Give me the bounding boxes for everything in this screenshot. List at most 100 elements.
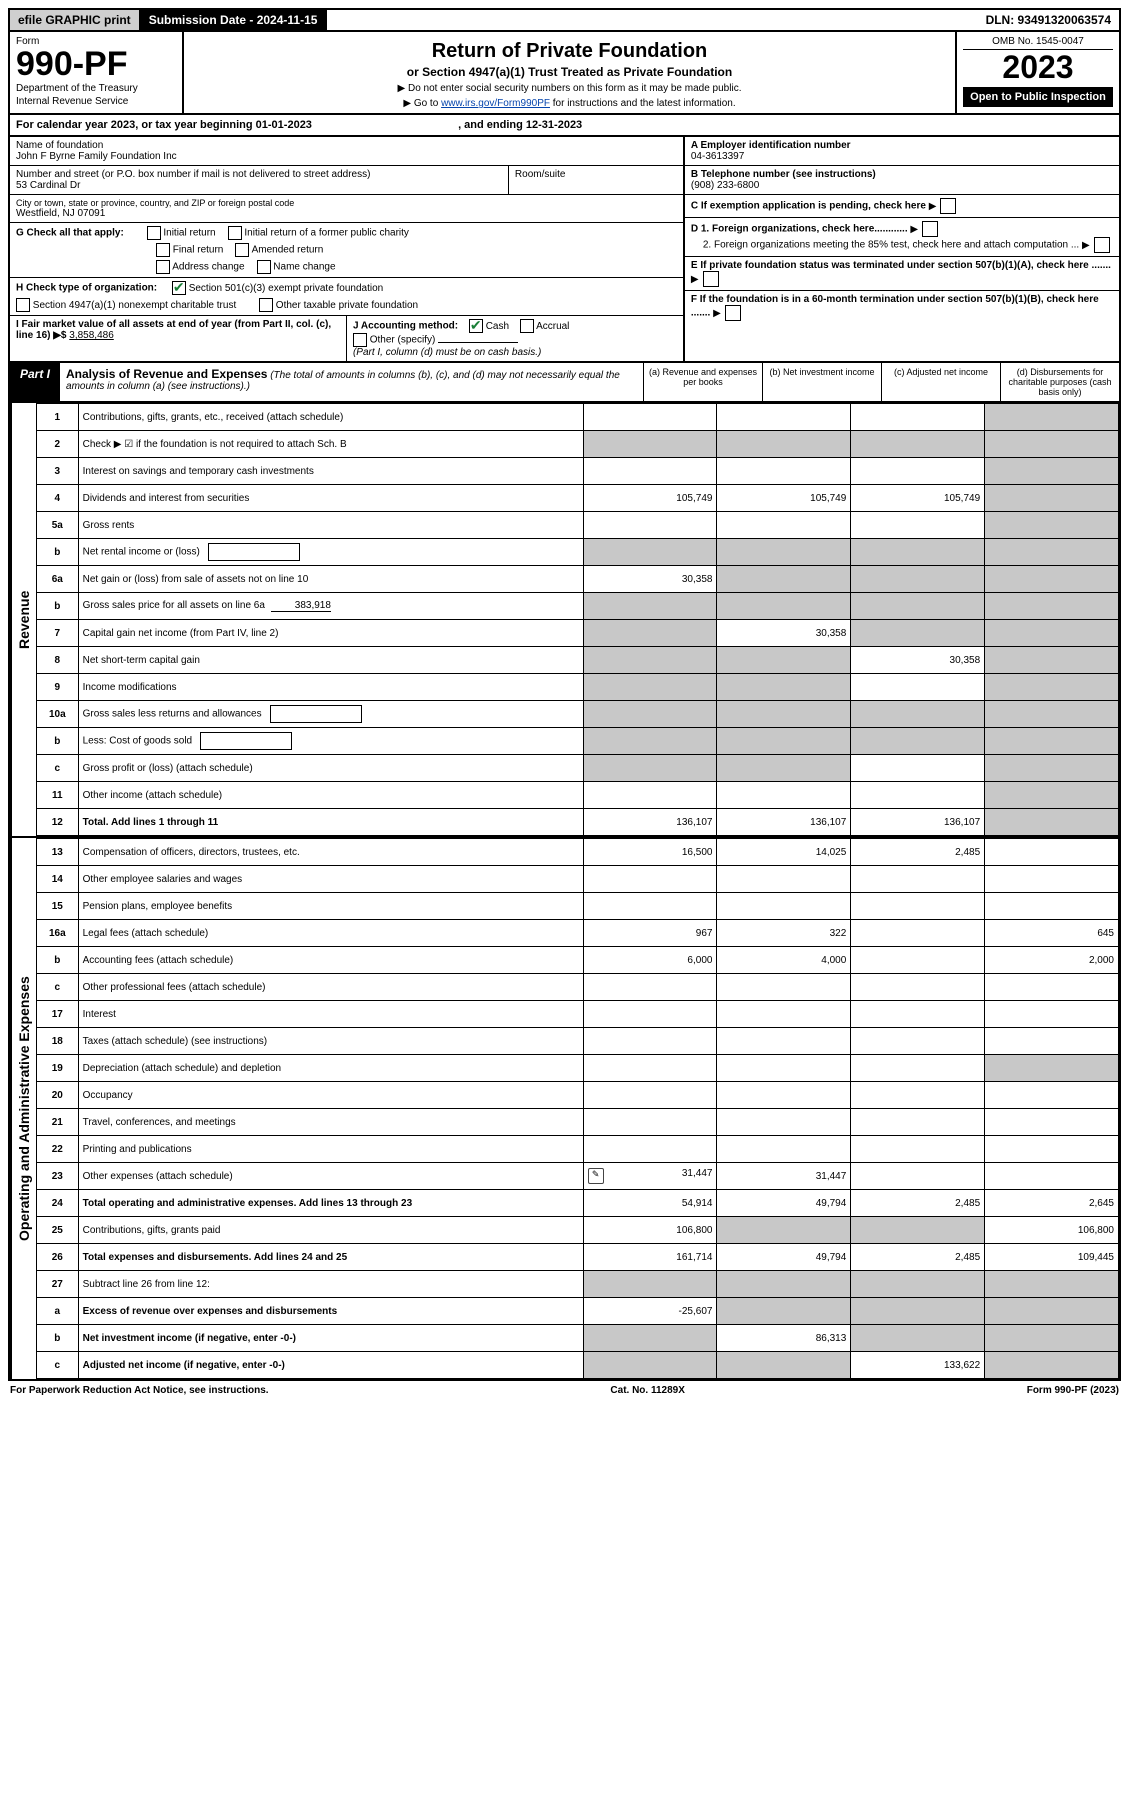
- table-row: 22Printing and publications: [37, 1136, 1119, 1163]
- form-title: Return of Private Foundation: [190, 40, 949, 63]
- revenue-side-label: Revenue: [10, 403, 36, 836]
- table-row: 1Contributions, gifts, grants, etc., rec…: [37, 404, 1119, 431]
- ein-label: A Employer identification number: [691, 140, 1113, 151]
- expenses-grid: Operating and Administrative Expenses 13…: [8, 838, 1121, 1381]
- table-row: 15Pension plans, employee benefits: [37, 893, 1119, 920]
- table-row: 23Other expenses (attach schedule) ✎31,4…: [37, 1163, 1119, 1190]
- chk-c[interactable]: [940, 198, 956, 214]
- table-row: 17Interest: [37, 1001, 1119, 1028]
- chk-other-taxable[interactable]: [259, 298, 273, 312]
- form-subtitle: or Section 4947(a)(1) Trust Treated as P…: [190, 65, 949, 79]
- name-label: Name of foundation: [16, 140, 677, 151]
- efile-label: efile GRAPHIC print: [10, 10, 141, 30]
- chk-d1[interactable]: [922, 221, 938, 237]
- chk-other-method[interactable]: [353, 333, 367, 347]
- table-row: 8Net short-term capital gain30,358: [37, 647, 1119, 674]
- d1-label: D 1. Foreign organizations, check here..…: [691, 224, 908, 235]
- table-row: 18Taxes (attach schedule) (see instructi…: [37, 1028, 1119, 1055]
- calendar-year-line: For calendar year 2023, or tax year begi…: [8, 115, 1121, 137]
- phone-value: (908) 233-6800: [691, 180, 1113, 191]
- f-label: F If the foundation is in a 60-month ter…: [691, 294, 1099, 319]
- city-value: Westfield, NJ 07091: [16, 208, 677, 219]
- chk-initial-return[interactable]: [147, 226, 161, 240]
- expenses-table: 13Compensation of officers, directors, t…: [36, 838, 1119, 1379]
- table-row: 5aGross rents: [37, 512, 1119, 539]
- h-label: H Check type of organization:: [16, 283, 157, 294]
- dln-label: DLN: 93491320063574: [978, 10, 1119, 30]
- irs-link[interactable]: www.irs.gov/Form990PF: [441, 98, 550, 109]
- table-row: bNet investment income (if negative, ent…: [37, 1325, 1119, 1352]
- street-label: Number and street (or P.O. box number if…: [16, 169, 502, 180]
- e-label: E If private foundation status was termi…: [691, 260, 1111, 271]
- attachment-icon[interactable]: ✎: [588, 1168, 604, 1184]
- revenue-table: 1Contributions, gifts, grants, etc., rec…: [36, 403, 1119, 836]
- omb-number: OMB No. 1545-0047: [963, 36, 1113, 50]
- city-label: City or town, state or province, country…: [16, 198, 677, 208]
- note-goto: ▶ Go to www.irs.gov/Form990PF for instru…: [190, 98, 949, 109]
- chk-address-change[interactable]: [156, 260, 170, 274]
- footer-left: For Paperwork Reduction Act Notice, see …: [10, 1385, 269, 1396]
- table-row: 27Subtract line 26 from line 12:: [37, 1271, 1119, 1298]
- table-row: cGross profit or (loss) (attach schedule…: [37, 755, 1119, 782]
- chk-final-return[interactable]: [156, 243, 170, 257]
- footer-right: Form 990-PF (2023): [1027, 1385, 1119, 1396]
- part1-title: Analysis of Revenue and Expenses: [66, 367, 267, 381]
- table-row: 21Travel, conferences, and meetings: [37, 1109, 1119, 1136]
- note-no-ssn: ▶ Do not enter social security numbers o…: [190, 83, 949, 94]
- footer-mid: Cat. No. 11289X: [610, 1385, 684, 1396]
- chk-d2[interactable]: [1094, 237, 1110, 253]
- table-row: 11Other income (attach schedule): [37, 782, 1119, 809]
- chk-501c3[interactable]: [172, 281, 186, 295]
- j-label: J Accounting method:: [353, 321, 458, 332]
- table-row: 19Depreciation (attach schedule) and dep…: [37, 1055, 1119, 1082]
- table-row: 7Capital gain net income (from Part IV, …: [37, 620, 1119, 647]
- col-d-header: (d) Disbursements for charitable purpose…: [1000, 363, 1119, 401]
- col-a-header: (a) Revenue and expenses per books: [643, 363, 762, 401]
- table-row: aExcess of revenue over expenses and dis…: [37, 1298, 1119, 1325]
- foundation-name: John F Byrne Family Foundation Inc: [16, 151, 677, 162]
- chk-amended-return[interactable]: [235, 243, 249, 257]
- d2-label: 2. Foreign organizations meeting the 85%…: [703, 240, 1079, 251]
- chk-name-change[interactable]: [257, 260, 271, 274]
- table-row: 14Other employee salaries and wages: [37, 866, 1119, 893]
- table-row: 26Total expenses and disbursements. Add …: [37, 1244, 1119, 1271]
- chk-4947[interactable]: [16, 298, 30, 312]
- table-row: 25Contributions, gifts, grants paid106,8…: [37, 1217, 1119, 1244]
- table-row: 4Dividends and interest from securities1…: [37, 485, 1119, 512]
- phone-label: B Telephone number (see instructions): [691, 169, 1113, 180]
- submission-date: Submission Date - 2024-11-15: [141, 10, 328, 30]
- chk-cash[interactable]: [469, 319, 483, 333]
- chk-accrual[interactable]: [520, 319, 534, 333]
- i-label: I Fair market value of all assets at end…: [16, 319, 331, 341]
- page-footer: For Paperwork Reduction Act Notice, see …: [8, 1381, 1121, 1400]
- table-row: 13Compensation of officers, directors, t…: [37, 839, 1119, 866]
- table-row: cAdjusted net income (if negative, enter…: [37, 1352, 1119, 1379]
- table-row: 6aNet gain or (loss) from sale of assets…: [37, 566, 1119, 593]
- c-label: C If exemption application is pending, c…: [691, 201, 926, 212]
- table-row: bLess: Cost of goods sold: [37, 728, 1119, 755]
- table-row: cOther professional fees (attach schedul…: [37, 974, 1119, 1001]
- table-row: bNet rental income or (loss): [37, 539, 1119, 566]
- chk-e[interactable]: [703, 271, 719, 287]
- table-row: 2Check ▶ ☑ if the foundation is not requ…: [37, 431, 1119, 458]
- table-row: 24Total operating and administrative exp…: [37, 1190, 1119, 1217]
- identity-block: Name of foundation John F Byrne Family F…: [8, 137, 1121, 363]
- table-row: 3Interest on savings and temporary cash …: [37, 458, 1119, 485]
- form-number: 990-PF: [16, 47, 176, 81]
- room-label: Room/suite: [515, 169, 677, 180]
- dept-treasury: Department of the Treasury: [16, 83, 176, 94]
- chk-f[interactable]: [725, 305, 741, 321]
- table-row: 12Total. Add lines 1 through 11136,10713…: [37, 809, 1119, 836]
- table-row: 16aLegal fees (attach schedule)967322645: [37, 920, 1119, 947]
- street-value: 53 Cardinal Dr: [16, 180, 502, 191]
- table-row: bAccounting fees (attach schedule)6,0004…: [37, 947, 1119, 974]
- table-row: 9Income modifications: [37, 674, 1119, 701]
- fmv-value: 3,858,486: [69, 330, 114, 341]
- part1-header: Part I Analysis of Revenue and Expenses …: [8, 363, 1121, 403]
- chk-initial-former[interactable]: [228, 226, 242, 240]
- table-row: 20Occupancy: [37, 1082, 1119, 1109]
- col-c-header: (c) Adjusted net income: [881, 363, 1000, 401]
- col-b-header: (b) Net investment income: [762, 363, 881, 401]
- open-inspection: Open to Public Inspection: [963, 87, 1113, 107]
- top-bar: efile GRAPHIC print Submission Date - 20…: [8, 8, 1121, 32]
